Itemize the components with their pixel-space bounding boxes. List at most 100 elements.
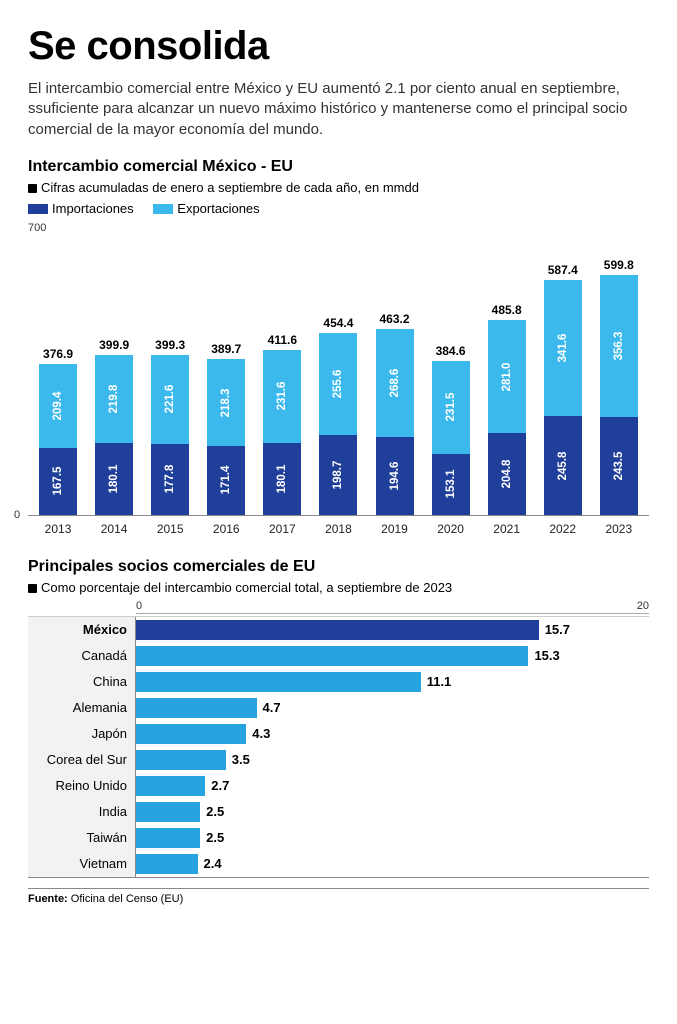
bar-segment-imports: 171.4	[207, 446, 245, 515]
bar-segment-exports: 356.3	[600, 275, 638, 418]
x-axis-label: 2022	[543, 522, 583, 536]
hbar-value-label: 15.7	[545, 622, 570, 637]
bar-segment-exports: 219.8	[95, 355, 133, 443]
stacked-x-axis: 2013201420152016201720182019202020212022…	[28, 522, 649, 536]
bar-total-label: 454.4	[323, 316, 353, 330]
hbar-label: India	[28, 799, 136, 825]
bar-column: 411.6 180.1 231.6	[262, 333, 302, 515]
bar-segment-label: 243.5	[613, 452, 625, 481]
bar-segment-label: 255.6	[332, 370, 344, 399]
bar-segment-label: 268.6	[389, 369, 401, 398]
x-axis-label: 2013	[38, 522, 78, 536]
bar-segment-label: 180.1	[108, 464, 120, 493]
hbar-rows: México15.7Canadá15.3China11.1Alemania4.7…	[28, 616, 649, 878]
bar-segment-exports: 281.0	[488, 320, 526, 432]
bar-total-label: 411.6	[268, 333, 297, 347]
stacked-chart-note: Cifras acumuladas de enero a septiembre …	[28, 180, 649, 195]
hbar-track: 4.3	[136, 721, 649, 747]
bar-total-label: 376.9	[43, 347, 73, 361]
hbar-track: 15.7	[136, 617, 649, 643]
bar-segment-label: 153.1	[445, 470, 457, 499]
bar-segment-label: 356.3	[613, 332, 625, 361]
bar-column: 587.4 245.8341.6	[543, 263, 583, 515]
bar-total-label: 399.3	[155, 338, 185, 352]
stacked-chart: 0 376.9167.5209.4399.9180.1219.8399.3177…	[28, 236, 649, 536]
stacked-chart-section: Intercambio comercial México - EU Cifras…	[28, 158, 649, 536]
bar-stack: 180.1 231.6	[263, 350, 301, 515]
hbar-row: Japón4.3	[28, 721, 649, 747]
x-axis-label: 2023	[599, 522, 639, 536]
hbar-row: Vietnam 2.4	[28, 851, 649, 877]
bar-segment-exports: 255.6	[319, 333, 357, 435]
bar-segment-label: 194.6	[389, 461, 401, 490]
bar-total-label: 485.8	[492, 303, 522, 317]
bar-stack: 180.1 219.8	[95, 355, 133, 515]
hbar-row: Taiwán2.5	[28, 825, 649, 851]
bar-segment-label: 221.6	[164, 385, 176, 414]
x-axis-label: 2021	[487, 522, 527, 536]
hbar-bar	[136, 698, 257, 718]
bar-stack: 194.6 268.6	[376, 329, 414, 514]
subhead: El intercambio comercial entre México y …	[28, 79, 628, 140]
stacked-y-max: 700	[28, 222, 649, 234]
hbar-bar	[136, 672, 421, 692]
bar-column: 599.8 243.5 356.3	[599, 258, 639, 515]
bar-stack: 167.5209.4	[39, 364, 77, 515]
bar-stack: 198.7 255.6	[319, 333, 357, 515]
bar-total-label: 587.4	[548, 263, 578, 277]
legend-swatch-imports	[28, 204, 48, 214]
legend-swatch-exports	[153, 204, 173, 214]
hbar-value-label: 3.5	[232, 752, 250, 767]
x-axis-label: 2018	[318, 522, 358, 536]
hbar-chart-note: Como porcentaje del intercambio comercia…	[28, 580, 649, 595]
bar-column: 399.3 177.8 221.6	[150, 338, 190, 515]
hbar-label: México	[28, 617, 136, 643]
hbar-track: 3.5	[136, 747, 649, 773]
hbar-bar	[136, 724, 246, 744]
bar-total-label: 384.6	[436, 344, 466, 358]
bar-column: 463.2194.6268.6	[375, 312, 415, 514]
hbar-track: 15.3	[136, 643, 649, 669]
hbar-label: Vietnam	[28, 851, 136, 877]
bar-segment-label: 281.0	[501, 362, 513, 391]
hbar-value-label: 15.3	[534, 648, 559, 663]
hbar-chart-title: Principales socios comerciales de EU	[28, 558, 649, 576]
bar-segment-imports: 177.8	[151, 444, 189, 515]
bar-segment-exports: 268.6	[376, 329, 414, 436]
bar-stack: 204.8 281.0	[488, 320, 526, 514]
bar-segment-exports: 218.3	[207, 359, 245, 446]
hbar-label: Canadá	[28, 643, 136, 669]
bullet-icon	[28, 184, 37, 193]
hbar-bar	[136, 646, 528, 666]
hbar-bar	[136, 620, 539, 640]
hbar-value-label: 2.5	[206, 804, 224, 819]
bar-segment-imports: 204.8	[488, 433, 526, 515]
hbar-value-label: 4.7	[263, 700, 281, 715]
hbar-bar	[136, 750, 226, 770]
bar-column: 485.8 204.8 281.0	[487, 303, 527, 514]
bar-segment-imports: 180.1	[95, 443, 133, 515]
hbar-label: Taiwán	[28, 825, 136, 851]
bar-stack: 171.4218.3	[207, 359, 245, 515]
bar-total-label: 399.9	[99, 338, 129, 352]
bar-segment-imports: 180.1	[263, 443, 301, 515]
bar-column: 376.9 167.5209.4	[38, 347, 78, 515]
bar-segment-label: 231.6	[276, 382, 288, 411]
hbar-value-label: 2.7	[211, 778, 229, 793]
bar-segment-label: 245.8	[557, 451, 569, 480]
headline: Se consolida	[28, 24, 649, 69]
bar-segment-label: 219.8	[108, 384, 120, 413]
bullet-icon	[28, 584, 37, 593]
hbar-value-label: 4.3	[252, 726, 270, 741]
bar-total-label: 599.8	[604, 258, 634, 272]
legend-item-exports: Exportaciones	[153, 201, 259, 216]
hbar-row: India 2.5	[28, 799, 649, 825]
hbar-chart-section: Principales socios comerciales de EU Com…	[28, 558, 649, 878]
bar-stack: 245.8341.6	[544, 280, 582, 515]
hbar-value-label: 2.4	[204, 856, 222, 871]
bar-segment-imports: 194.6	[376, 437, 414, 515]
bar-segment-label: 209.4	[52, 391, 64, 420]
x-axis-label: 2014	[94, 522, 134, 536]
bar-segment-label: 198.7	[332, 461, 344, 490]
bar-segment-label: 204.8	[501, 459, 513, 488]
